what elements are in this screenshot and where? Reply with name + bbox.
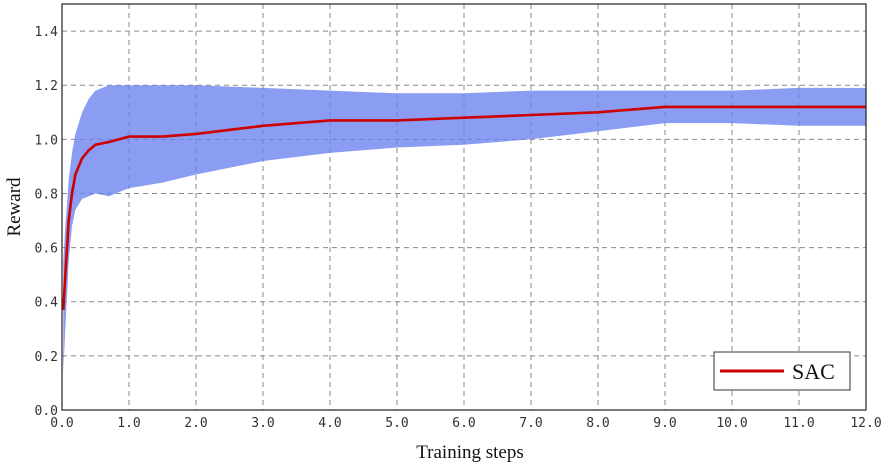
y-tick-label: 0.0 <box>35 404 58 419</box>
y-tick-label: 1.2 <box>35 79 58 94</box>
x-tick-label: 6.0 <box>452 416 475 431</box>
y-tick-label: 0.4 <box>35 296 59 311</box>
y-axis-title: Reward <box>4 177 25 237</box>
x-tick-label: 11.0 <box>783 416 814 431</box>
x-tick-label: 7.0 <box>519 416 542 431</box>
x-axis-title: Training steps <box>416 442 524 463</box>
y-tick-label: 1.0 <box>35 133 58 148</box>
plot-frame <box>61 3 867 411</box>
x-tick-label: 10.0 <box>716 416 747 431</box>
y-tick-label: 1.4 <box>35 25 59 40</box>
grid-lines <box>62 4 866 410</box>
x-tick-label: 12.0 <box>850 416 881 431</box>
confidence-band-layer <box>63 85 867 373</box>
x-tick-label: 0.0 <box>50 416 73 431</box>
x-tick-label: 5.0 <box>385 416 408 431</box>
x-tick-label: 8.0 <box>586 416 609 431</box>
y-tick-label: 0.6 <box>35 242 58 257</box>
x-tick-label: 3.0 <box>251 416 274 431</box>
x-tick-labels: 0.0 1.0 2.0 3.0 4.0 5.0 6.0 7.0 8.0 9.0 10.0 11.0 12… <box>50 416 881 431</box>
series-line-layer <box>62 105 866 310</box>
confidence-band-0 <box>63 85 867 373</box>
y-tick-label: 0.8 <box>35 187 58 202</box>
x-tick-label: 1.0 <box>117 416 140 431</box>
y-tick-label: 0.2 <box>35 350 58 365</box>
series-line-0 <box>62 105 866 310</box>
legend-label-sac: SAC <box>792 359 835 384</box>
y-tick-labels: 0.0 0.2 0.4 0.6 0.8 1.0 1.2 1.4 <box>35 25 59 419</box>
x-tick-label: 4.0 <box>318 416 341 431</box>
legend: SAC <box>713 351 851 391</box>
x-tick-label: 2.0 <box>184 416 207 431</box>
x-tick-label: 9.0 <box>653 416 676 431</box>
